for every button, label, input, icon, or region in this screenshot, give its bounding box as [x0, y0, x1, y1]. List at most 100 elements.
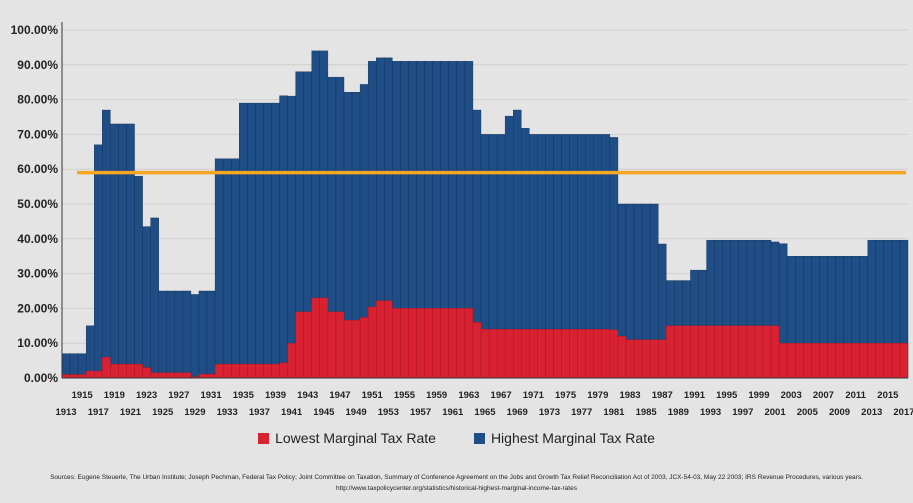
bar-lowest	[384, 300, 393, 379]
bar-lowest	[198, 373, 208, 379]
bar-lowest	[786, 343, 796, 379]
bar-lowest	[875, 343, 885, 379]
bar-lowest	[649, 339, 659, 379]
bar-lowest	[255, 363, 264, 379]
bar-lowest	[488, 329, 498, 379]
x-tick-label: 1927	[168, 390, 189, 401]
bar-highest	[214, 158, 224, 379]
x-tick-label: 1963	[458, 390, 479, 401]
x-tick-label: 1977	[571, 407, 592, 418]
x-tick-label: 1973	[539, 407, 560, 418]
bar-lowest	[448, 308, 457, 379]
bar-lowest	[617, 336, 627, 379]
bar-highest	[190, 294, 200, 379]
bar-lowest	[214, 363, 224, 379]
bar-lowest	[400, 308, 409, 379]
bar-highest	[198, 290, 208, 379]
bar-lowest	[883, 343, 893, 379]
x-tick-label: 1953	[378, 407, 399, 418]
bar-lowest	[762, 325, 772, 379]
bar-lowest	[859, 343, 868, 379]
bar-lowest	[118, 363, 127, 379]
x-tick-label: 1919	[104, 390, 125, 401]
bar-lowest	[416, 308, 425, 379]
x-tick-label: 2005	[797, 407, 819, 418]
x-tick-label: 1997	[732, 407, 753, 418]
legend-label-lowest: Lowest Marginal Tax Rate	[275, 430, 436, 446]
y-tick-label: 20.00%	[17, 301, 58, 315]
x-tick-label: 1945	[313, 407, 335, 418]
bar-lowest	[658, 339, 667, 379]
y-tick-label: 40.00%	[17, 232, 58, 246]
x-tick-label: 1969	[507, 407, 528, 418]
bar-highest	[85, 325, 95, 379]
x-tick-label: 1989	[668, 407, 689, 418]
bar-lowest	[182, 372, 192, 379]
bar-lowest	[778, 343, 788, 379]
x-tick-label: 1951	[362, 390, 384, 401]
x-tick-label: 2009	[829, 407, 850, 418]
bar-lowest	[166, 372, 176, 379]
x-tick-label: 1917	[88, 407, 109, 418]
bar-lowest	[569, 329, 578, 379]
y-tick-label: 90.00%	[17, 58, 58, 72]
bar-lowest	[376, 300, 385, 379]
bar-lowest	[351, 320, 361, 379]
x-tick-label: 1981	[603, 407, 625, 418]
bar-lowest	[206, 373, 216, 379]
bar-lowest	[674, 325, 683, 379]
bar-lowest	[271, 363, 280, 379]
bar-lowest	[899, 343, 909, 379]
bar-lowest	[440, 308, 449, 379]
bar-lowest	[496, 329, 506, 379]
bar-highest	[222, 158, 232, 379]
x-tick-label: 2003	[781, 390, 802, 401]
y-tick-label: 0.00%	[24, 371, 58, 385]
bar-lowest	[690, 325, 699, 379]
bar-highest	[271, 102, 280, 379]
bar-highest	[287, 95, 296, 379]
bar-lowest	[722, 325, 731, 379]
bar-lowest	[851, 343, 860, 379]
y-tick-label: 60.00%	[17, 162, 58, 176]
bar-lowest	[811, 343, 820, 379]
bar-lowest	[69, 374, 79, 379]
bar-lowest	[230, 363, 240, 379]
bar-lowest	[521, 329, 530, 379]
x-tick-label: 1967	[491, 390, 512, 401]
bar-lowest	[142, 367, 151, 379]
bar-lowest	[279, 362, 288, 379]
bar-lowest	[303, 311, 312, 379]
bar-highest	[182, 290, 192, 379]
bar-lowest	[456, 308, 466, 379]
y-tick-label: 80.00%	[17, 93, 58, 107]
bar-lowest	[150, 372, 159, 379]
x-tick-label: 1923	[136, 390, 157, 401]
bar-lowest	[537, 329, 546, 379]
x-tick-label: 1929	[184, 407, 205, 418]
sources-note: Sources: Eugene Steuerle, The Urban Inst…	[0, 472, 913, 494]
x-tick-label: 2013	[861, 407, 882, 418]
x-tick-label: 1961	[442, 407, 464, 418]
bar-lowest	[464, 308, 474, 379]
bar-lowest	[222, 363, 232, 379]
bar-lowest	[601, 329, 611, 379]
bar-lowest	[126, 363, 135, 379]
bar-lowest	[311, 297, 321, 379]
x-tick-label: 1987	[652, 390, 673, 401]
bar-highest	[279, 95, 288, 379]
x-tick-label: 2011	[845, 390, 866, 401]
legend-swatch-lowest	[258, 432, 270, 444]
bar-lowest	[666, 325, 675, 379]
bar-lowest	[94, 370, 103, 379]
bar-lowest	[287, 343, 296, 379]
x-tick-label: 1983	[619, 390, 640, 401]
bar-lowest	[585, 329, 594, 379]
bar-lowest	[746, 325, 756, 379]
bar-lowest	[891, 343, 901, 379]
x-tick-label: 1933	[217, 407, 238, 418]
bar-lowest	[472, 322, 482, 379]
bar-highest	[94, 144, 103, 379]
bar-lowest	[408, 308, 417, 379]
bar-lowest	[102, 356, 111, 379]
